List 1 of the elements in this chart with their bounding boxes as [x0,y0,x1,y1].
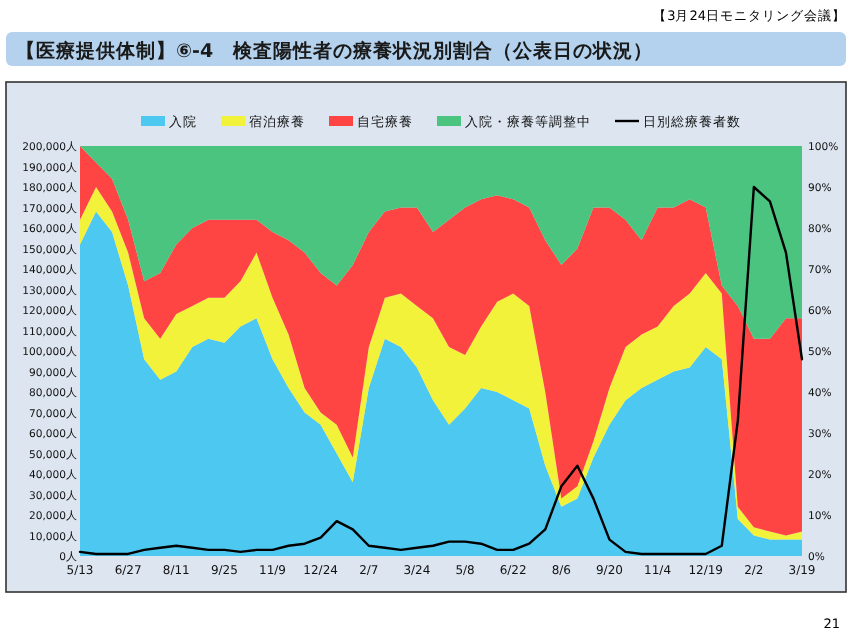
chart-title: 【医療提供体制】⑥-4 検査陽性者の療養状況別割合（公表日の状況） [16,39,654,63]
